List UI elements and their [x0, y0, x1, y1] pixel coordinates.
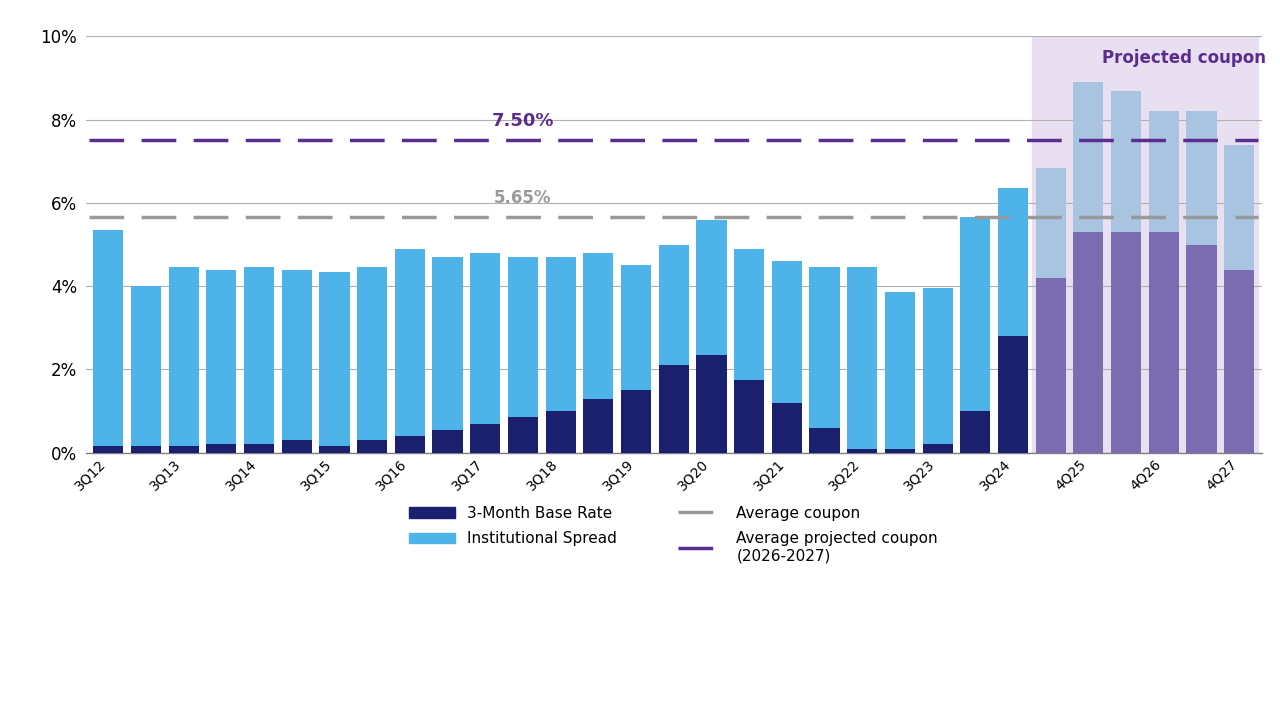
- Bar: [169, 446, 198, 453]
- Bar: [772, 261, 803, 402]
- Bar: [1224, 269, 1254, 453]
- Bar: [93, 446, 123, 453]
- Bar: [772, 402, 803, 453]
- Text: 7.50%: 7.50%: [492, 112, 554, 130]
- Bar: [1074, 232, 1103, 453]
- Bar: [1148, 112, 1179, 232]
- Bar: [320, 271, 349, 446]
- Bar: [282, 440, 312, 453]
- Bar: [206, 269, 237, 444]
- Bar: [733, 248, 764, 380]
- Bar: [998, 189, 1028, 336]
- Bar: [621, 390, 652, 453]
- Bar: [923, 288, 952, 444]
- Bar: [584, 253, 613, 399]
- Bar: [1111, 91, 1142, 232]
- Bar: [884, 292, 915, 449]
- Bar: [508, 257, 538, 418]
- Bar: [998, 336, 1028, 453]
- Bar: [621, 266, 652, 390]
- Bar: [1187, 245, 1216, 453]
- Bar: [884, 449, 915, 453]
- Bar: [1224, 145, 1254, 269]
- Bar: [847, 267, 877, 449]
- Bar: [1111, 232, 1142, 453]
- Bar: [131, 286, 161, 446]
- Bar: [1036, 168, 1066, 278]
- Bar: [394, 248, 425, 436]
- Bar: [659, 365, 689, 453]
- Bar: [1187, 112, 1216, 245]
- Bar: [960, 411, 991, 453]
- Bar: [93, 230, 123, 446]
- Bar: [508, 418, 538, 453]
- Bar: [1032, 37, 1258, 453]
- Bar: [696, 355, 727, 453]
- Bar: [923, 444, 952, 453]
- Bar: [282, 269, 312, 440]
- Legend: 3-Month Base Rate, Institutional Spread, Average coupon, Average projected coupo: 3-Month Base Rate, Institutional Spread,…: [403, 500, 945, 570]
- Bar: [131, 446, 161, 453]
- Bar: [169, 267, 198, 446]
- Bar: [696, 220, 727, 355]
- Bar: [470, 253, 500, 423]
- Bar: [545, 411, 576, 453]
- Bar: [244, 267, 274, 444]
- Bar: [320, 446, 349, 453]
- Bar: [659, 245, 689, 365]
- Bar: [733, 380, 764, 453]
- Bar: [433, 257, 462, 430]
- Bar: [244, 444, 274, 453]
- Bar: [809, 267, 840, 428]
- Bar: [357, 440, 388, 453]
- Bar: [433, 430, 462, 453]
- Bar: [357, 267, 388, 440]
- Text: Projected coupon: Projected coupon: [1102, 49, 1266, 67]
- Bar: [584, 399, 613, 453]
- Bar: [1074, 82, 1103, 232]
- Bar: [847, 449, 877, 453]
- Text: 5.65%: 5.65%: [494, 189, 552, 207]
- Bar: [960, 217, 991, 411]
- Bar: [394, 436, 425, 453]
- Bar: [206, 444, 237, 453]
- Bar: [1148, 232, 1179, 453]
- Bar: [470, 423, 500, 453]
- Bar: [1036, 278, 1066, 453]
- Bar: [809, 428, 840, 453]
- Bar: [545, 257, 576, 411]
